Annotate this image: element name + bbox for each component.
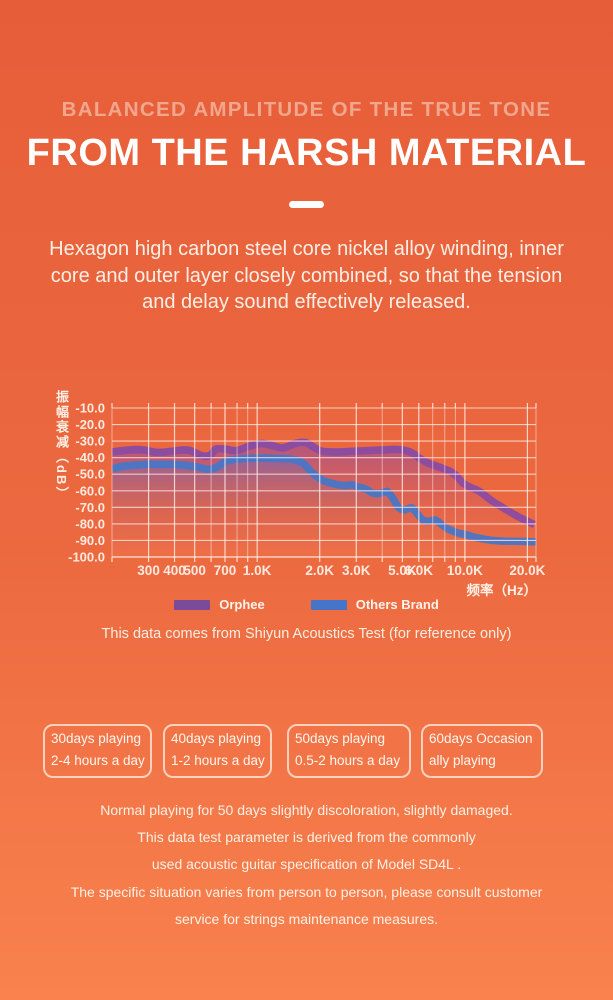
durability-box-50days: 50days playing 0.5-2 hours a day — [287, 724, 411, 778]
chart-source-note: This data comes from Shiyun Acoustics Te… — [101, 626, 512, 642]
box-line: 30days playing — [51, 731, 142, 746]
frequency-response-chart: -10.0-20.0 -30.0-40.0 -50.0-60.0 -70.0-80.0… — [68, 401, 546, 598]
footer-line: Normal playing for 50 days slightly disc… — [100, 802, 513, 818]
x-tick-label: 20.0K — [509, 563, 545, 578]
section-subtitle: BALANCED AMPLITUDE OF THE TRUE TONE — [61, 98, 552, 121]
y-tick-label: -80.0 — [75, 516, 105, 531]
legend-label-orphee: Orphee — [219, 597, 265, 612]
box-line: 60days Occasion — [429, 731, 533, 746]
y-tick-label: -100.0 — [68, 550, 105, 565]
x-tick-label: 500 — [183, 563, 206, 578]
y-tick-label: -40.0 — [75, 450, 105, 465]
legend-swatch-others — [310, 599, 347, 610]
x-tick-label: 3.0K — [342, 563, 371, 578]
durability-box-40days: 40days playing 1-2 hours a day — [163, 724, 272, 778]
x-tick-label: 10.0K — [447, 563, 483, 578]
y-tick-label: -90.0 — [75, 533, 105, 548]
chart-grid — [111, 403, 537, 562]
footer-line: This data test parameter is derived from… — [137, 829, 476, 846]
legend-swatch-orphee — [174, 599, 211, 610]
footer-line: service for strings maintenance measures… — [175, 910, 438, 927]
x-tick-label: 300 — [137, 563, 160, 578]
box-line: 2-4 hours a day — [51, 753, 145, 768]
y-tick-label: -10.0 — [75, 401, 105, 416]
durability-box-60days: 60days Occasion ally playing — [421, 724, 543, 778]
durability-box-30days: 30days playing 2-4 hours a day — [43, 724, 152, 778]
durability-boxes: 30days playing 2-4 hours a day 40days pl… — [0, 724, 613, 780]
box-line: ally playing — [429, 753, 496, 768]
x-tick-label: 1.0K — [243, 563, 272, 578]
x-axis-title: 频率（Hz） — [467, 582, 538, 597]
x-tick-label: 5.0K — [388, 563, 417, 578]
box-line: 50days playing — [295, 731, 386, 746]
y-tick-label: -70.0 — [75, 500, 105, 515]
footer-notes: Normal playing for 50 days slightly disc… — [0, 797, 613, 933]
y-tick-label: -30.0 — [75, 434, 105, 449]
x-tick-label: 700 — [214, 563, 237, 578]
legend-label-others: Others Brand — [355, 597, 439, 612]
x-tick-label: 2.0K — [305, 563, 334, 578]
chart-axis-labels: -10.0-20.0 -30.0-40.0 -50.0-60.0 -70.0-80.0… — [68, 401, 546, 598]
divider-dash — [289, 201, 324, 208]
x-tick-label: 400 — [163, 563, 186, 578]
y-tick-label: -60.0 — [75, 483, 105, 498]
area-fill — [112, 454, 536, 557]
description-text: Hexagon high carbon steel core nickel al… — [49, 238, 564, 313]
y-tick-label: -20.0 — [75, 417, 105, 432]
box-line: 0.5-2 hours a day — [295, 753, 401, 768]
chart-legend: Orphee Others Brand — [0, 597, 613, 612]
x-tick-label: 6.0K — [405, 563, 434, 578]
y-axis-title: 振幅衰减（dB） — [54, 390, 69, 502]
footer-line: The specific situation varies from perso… — [70, 883, 543, 900]
page-title: FROM THE HARSH MATERIAL — [26, 132, 587, 174]
footer-line: used acoustic guitar specification of Mo… — [151, 856, 462, 873]
y-tick-label: -50.0 — [75, 467, 105, 482]
box-line: 40days playing — [171, 731, 262, 746]
box-line: 1-2 hours a day — [171, 753, 265, 768]
